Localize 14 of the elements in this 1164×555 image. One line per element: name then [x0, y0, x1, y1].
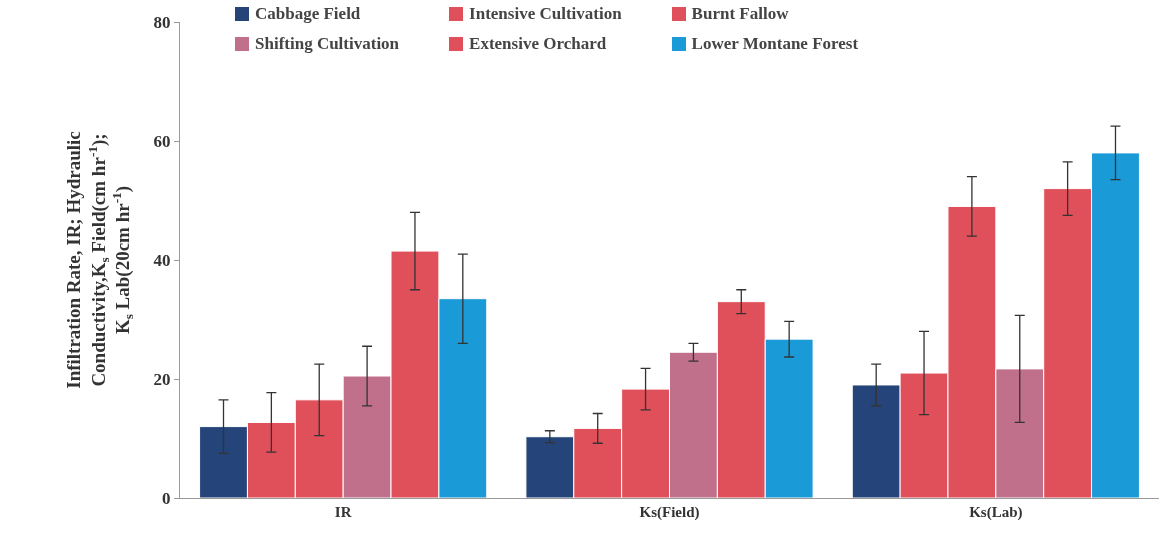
- legend-label: Cabbage Field: [255, 4, 361, 24]
- y-tick-label: 80: [153, 12, 171, 32]
- legend-label: Intensive Cultivation: [469, 4, 622, 24]
- y-tick-label: 60: [153, 131, 171, 151]
- x-tick-label: IR: [334, 504, 352, 520]
- x-tick-label: Ks(Lab): [969, 504, 1023, 521]
- legend-label: Extensive Orchard: [469, 34, 607, 54]
- legend-label: Lower Montane Forest: [691, 34, 859, 54]
- legend-label: Shifting Cultivation: [255, 34, 400, 54]
- y-tick-label: 20: [153, 369, 171, 389]
- y-tick-label: 0: [162, 488, 171, 508]
- x-tick-label: Ks(Field): [639, 504, 700, 521]
- y-tick-label: 40: [153, 250, 171, 270]
- legend-label: Burnt Fallow: [691, 4, 789, 24]
